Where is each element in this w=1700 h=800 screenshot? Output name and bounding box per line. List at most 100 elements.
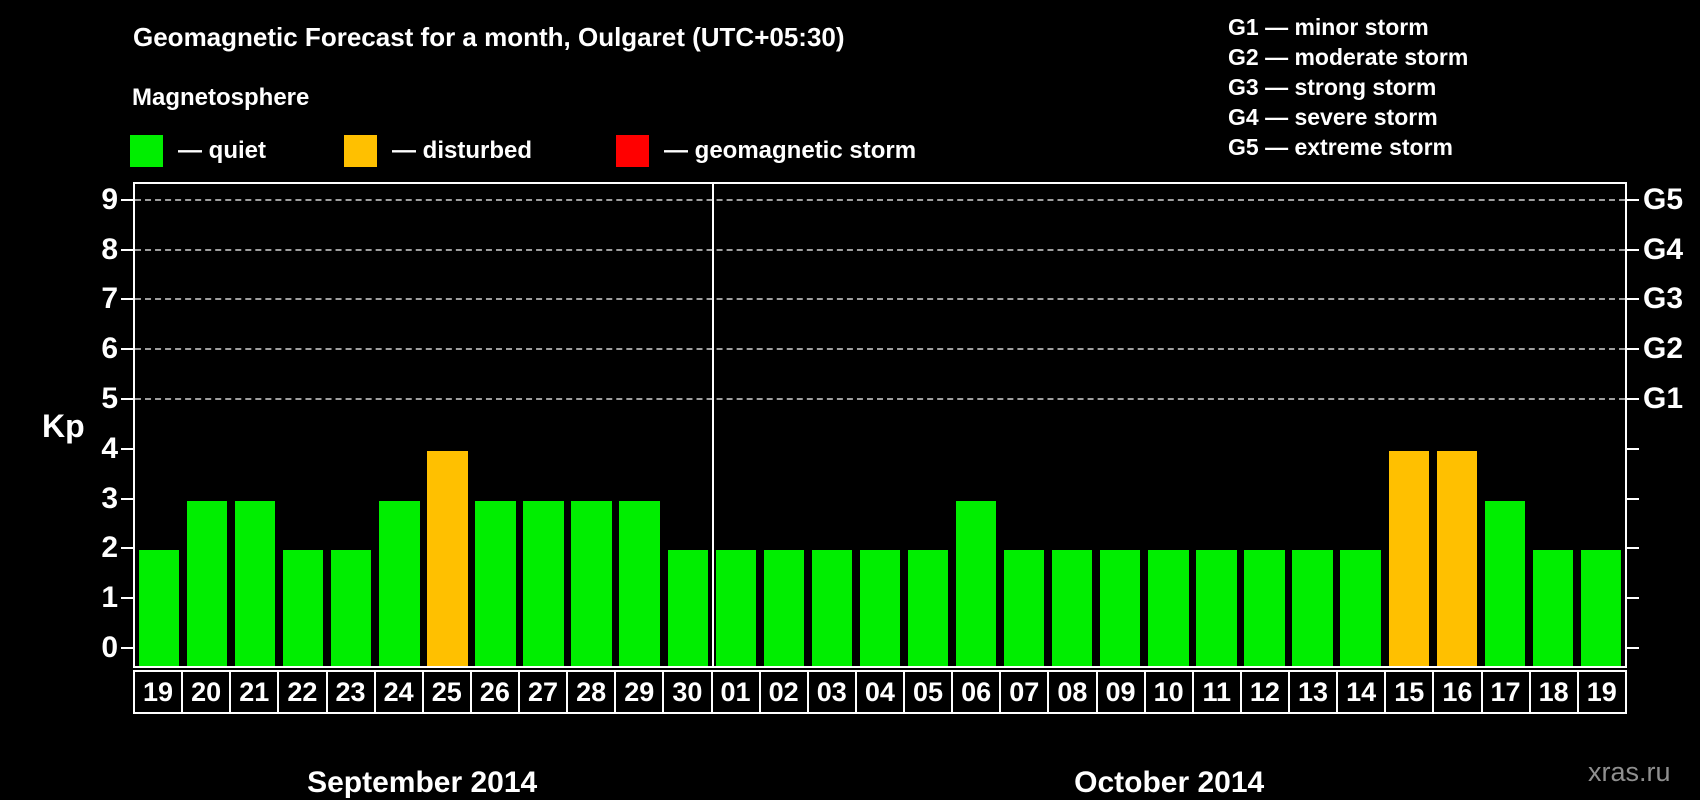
gridline-kp-7 [135, 298, 1625, 301]
day-label-cell: 17 [1480, 670, 1531, 714]
right-axis-tick [1627, 248, 1639, 251]
month-label: September 2014 [307, 766, 538, 799]
kp-bar-03 [811, 550, 853, 666]
kp-bar-07 [1004, 550, 1045, 666]
day-label-cell: 05 [903, 670, 954, 714]
gridline-kp-9 [135, 198, 1625, 201]
legend-item-storm: — geomagnetic storm [616, 135, 916, 167]
y-axis-tick-label: 5 [101, 382, 118, 415]
y-axis-tick-label: 1 [101, 581, 118, 615]
kp-bar-23 [331, 550, 372, 666]
left-axis-tick [121, 497, 133, 500]
right-axis-tick [1627, 447, 1639, 450]
right-axis-tick [1627, 547, 1639, 550]
left-axis-tick [121, 447, 133, 450]
legend-item-disturbed: — disturbed [344, 135, 532, 167]
left-axis-tick [121, 597, 133, 600]
day-label-cell: 27 [518, 670, 569, 714]
month-separator-line [711, 184, 714, 666]
kp-bar-22 [283, 550, 324, 666]
kp-bar-25 [427, 450, 468, 666]
watermark: xras.ru [1588, 757, 1671, 787]
left-axis-tick [121, 248, 133, 251]
kp-bar-08 [1052, 550, 1093, 666]
kp-bar-02 [763, 550, 805, 666]
day-label-cell: 24 [373, 670, 424, 714]
plot-area [133, 182, 1627, 668]
day-label-cell: 07 [999, 670, 1050, 714]
quiet-swatch-icon [130, 135, 163, 167]
day-label-cell: 22 [277, 670, 328, 714]
day-label-cell: 10 [1143, 670, 1194, 714]
kp-bar-30 [667, 550, 708, 666]
kp-bar-14 [1340, 550, 1381, 666]
day-label-cell: 13 [1288, 670, 1339, 714]
day-label-cell: 02 [758, 670, 809, 714]
day-label-cell: 29 [614, 670, 665, 714]
y-axis-tick-label: 6 [101, 332, 118, 366]
left-axis-tick [121, 647, 133, 649]
legend-item-quiet: — quiet [130, 135, 266, 167]
day-label-cell: 01 [710, 670, 761, 714]
kp-bar-04 [859, 550, 901, 666]
left-axis-tick [121, 198, 133, 201]
y-axis-tick-label: 4 [101, 431, 118, 465]
kp-bar-21 [234, 500, 276, 666]
kp-bar-16 [1436, 450, 1477, 666]
g-axis-label-g2: G2 [1643, 332, 1684, 366]
g-legend-line: G5 — extreme storm [1228, 134, 1453, 160]
kp-bar-06 [955, 500, 997, 666]
day-label-cell: 09 [1095, 670, 1146, 714]
kp-bar-27 [523, 500, 564, 666]
y-axis-tick-label: 9 [101, 182, 118, 216]
legend-item-label: — quiet [178, 137, 266, 164]
kp-bar-10 [1148, 550, 1189, 666]
month-label: October 2014 [1074, 766, 1265, 799]
kp-bar-12 [1244, 550, 1285, 666]
day-label-cell: 26 [469, 670, 520, 714]
g-legend-line: G3 — strong storm [1228, 74, 1437, 100]
right-axis-tick [1627, 348, 1639, 351]
kp-bar-15 [1388, 450, 1429, 666]
kp-bar-19 [1580, 550, 1622, 666]
kp-bar-28 [571, 500, 612, 666]
kp-bar-05 [907, 550, 949, 666]
g-axis-label-g4: G4 [1643, 232, 1684, 266]
g-legend-line: G4 — severe storm [1228, 104, 1438, 130]
legend-item-label: — geomagnetic storm [664, 137, 917, 164]
day-label-cell: 06 [951, 670, 1002, 714]
left-axis-tick [121, 348, 133, 351]
kp-bar-24 [379, 500, 420, 666]
kp-bar-20 [186, 500, 228, 666]
kp-bar-29 [619, 500, 660, 666]
gridline-kp-8 [135, 248, 1625, 251]
g-legend-line: G1 — minor storm [1228, 14, 1429, 40]
day-label-cell: 11 [1191, 670, 1242, 714]
day-label-cell: 30 [662, 670, 713, 714]
g-axis-label-g5: G5 [1643, 182, 1684, 216]
g-axis-label-g3: G3 [1643, 282, 1684, 316]
day-label-cell: 03 [806, 670, 857, 714]
g-axis-label-g1: G1 [1643, 382, 1684, 415]
left-axis-tick [121, 547, 133, 550]
gridline-kp-6 [135, 348, 1625, 351]
day-label-cell: 20 [181, 670, 232, 714]
day-label-cell: 25 [421, 670, 472, 714]
kp-bar-26 [475, 500, 516, 666]
kp-bar-09 [1100, 550, 1141, 666]
legend-heading: Magnetosphere [132, 84, 310, 111]
kp-bar-01 [715, 550, 756, 666]
disturbed-swatch-icon [344, 135, 377, 167]
day-label-cell: 23 [325, 670, 376, 714]
storm-swatch-icon [616, 135, 649, 167]
day-label-cell: 16 [1432, 670, 1483, 714]
g-scale-legend: G1 — minor storm G2 — moderate storm G3 — … [1228, 12, 1468, 162]
right-axis-tick [1627, 597, 1639, 600]
right-axis-tick [1627, 198, 1639, 201]
left-axis-tick [121, 398, 133, 400]
kp-bar-13 [1292, 550, 1333, 666]
gridline-kp-5 [135, 398, 1625, 400]
day-label-cell: 19 [133, 670, 184, 714]
g-legend-line: G2 — moderate storm [1228, 44, 1469, 70]
